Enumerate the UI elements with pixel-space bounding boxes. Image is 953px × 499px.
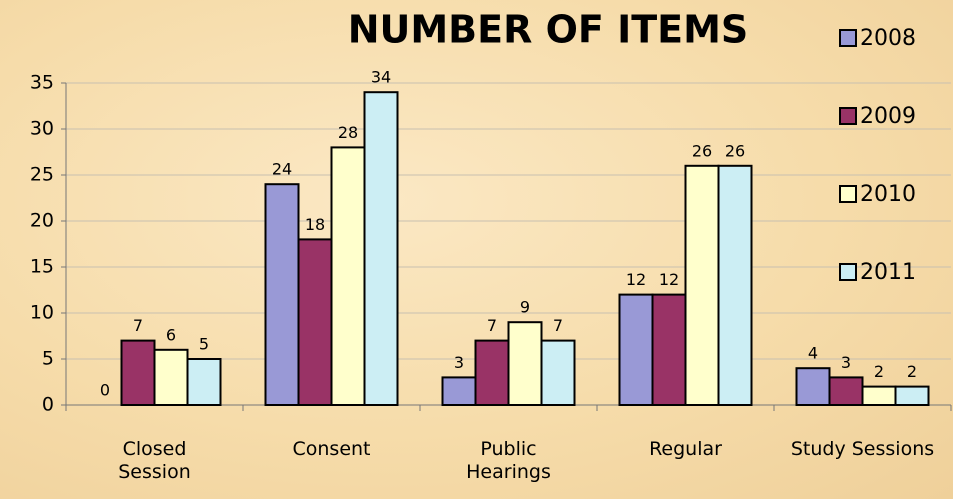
bar bbox=[120, 339, 156, 407]
legend-swatch bbox=[839, 29, 857, 47]
data-label: 12 bbox=[626, 270, 646, 289]
bar bbox=[153, 348, 189, 406]
data-label: 12 bbox=[659, 270, 679, 289]
data-label: 2 bbox=[907, 362, 917, 381]
legend-label: 2008 bbox=[860, 26, 916, 51]
data-label: 7 bbox=[553, 316, 563, 335]
legend-label: 2010 bbox=[860, 182, 916, 207]
x-tick-label: Closed Session bbox=[118, 438, 191, 483]
bar bbox=[297, 238, 333, 406]
bar bbox=[795, 367, 831, 407]
y-tick-label: 10 bbox=[30, 302, 54, 324]
data-label: 7 bbox=[487, 316, 497, 335]
y-tick-label: 35 bbox=[30, 72, 54, 94]
data-label: 26 bbox=[692, 141, 712, 160]
bar bbox=[717, 164, 753, 406]
chart-title: NUMBER OF ITEMS bbox=[348, 8, 749, 52]
data-label: 9 bbox=[520, 298, 530, 317]
data-label: 3 bbox=[841, 353, 851, 372]
data-label: 6 bbox=[166, 325, 176, 344]
bar bbox=[507, 321, 543, 407]
data-label: 26 bbox=[725, 141, 745, 160]
bar bbox=[474, 339, 510, 407]
legend-label: 2009 bbox=[860, 104, 916, 129]
bar bbox=[330, 146, 366, 406]
data-label: 28 bbox=[338, 123, 358, 142]
data-label: 24 bbox=[272, 160, 292, 179]
bar bbox=[618, 293, 654, 407]
data-label: 34 bbox=[371, 68, 391, 87]
y-tick-label: 0 bbox=[42, 394, 54, 416]
data-label: 7 bbox=[133, 316, 143, 335]
x-tick-label: Regular bbox=[649, 438, 722, 460]
y-tick-label: 5 bbox=[42, 348, 54, 370]
y-tick-label: 30 bbox=[30, 118, 54, 140]
data-label: 3 bbox=[454, 353, 464, 372]
y-tick-label: 15 bbox=[30, 256, 54, 278]
bar bbox=[363, 91, 399, 406]
legend-swatch bbox=[839, 107, 857, 125]
bar bbox=[540, 339, 576, 407]
bar bbox=[186, 358, 222, 406]
bar bbox=[441, 376, 477, 406]
x-tick-label: Study Sessions bbox=[790, 438, 935, 460]
data-label: 5 bbox=[199, 335, 209, 354]
legend-label: 2011 bbox=[860, 260, 916, 285]
data-label: 18 bbox=[305, 215, 325, 234]
bar bbox=[264, 183, 300, 406]
y-tick-label: 20 bbox=[30, 210, 54, 232]
legend-swatch bbox=[839, 263, 857, 281]
y-tick-label: 25 bbox=[30, 164, 54, 186]
bar bbox=[894, 385, 930, 407]
bar bbox=[684, 164, 720, 406]
data-label: 2 bbox=[874, 362, 884, 381]
bar bbox=[828, 376, 864, 406]
x-tick-label: Consent bbox=[292, 438, 371, 460]
x-tick-label: Public Hearings bbox=[466, 438, 551, 483]
legend-swatch bbox=[839, 185, 857, 203]
bar bbox=[861, 385, 897, 407]
data-label: 4 bbox=[808, 344, 818, 363]
data-label: 0 bbox=[100, 381, 110, 400]
bar bbox=[651, 293, 687, 407]
